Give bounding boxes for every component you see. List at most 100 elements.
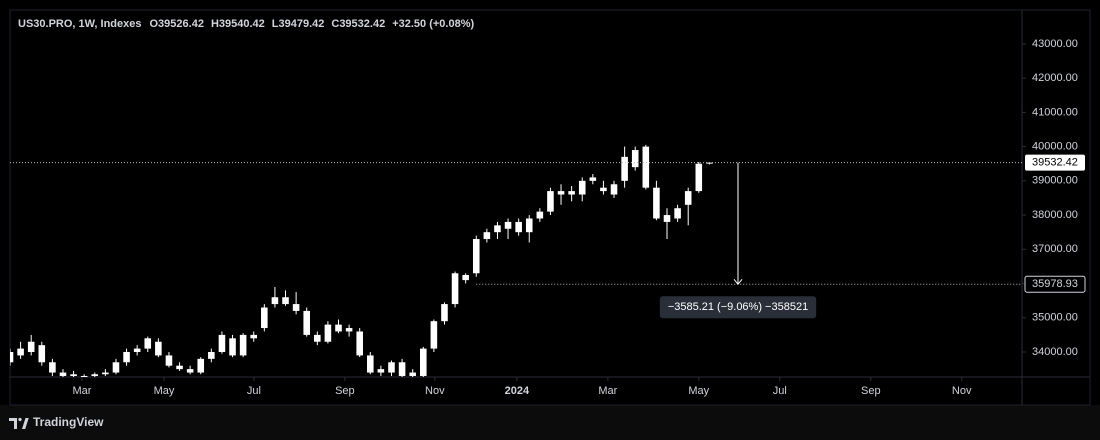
candle-body: [504, 221, 512, 229]
candle-body: [377, 369, 385, 373]
candle-body: [59, 372, 67, 376]
y-tick-label: 40000.00: [1032, 141, 1078, 153]
candle-body: [208, 352, 215, 359]
candle-body: [218, 334, 226, 353]
candle-body: [261, 307, 268, 329]
candle-body: [600, 187, 607, 192]
candle-body: [314, 334, 321, 342]
measure-arrowhead: [733, 278, 743, 286]
candle-body: [409, 372, 416, 376]
candle-body: [589, 177, 597, 181]
candle-body: [345, 328, 353, 332]
candle-body: [419, 348, 427, 376]
candle-body: [610, 184, 618, 195]
footer-bar: [0, 405, 1100, 440]
x-tick-label: Jul: [247, 385, 261, 397]
y-tick-label: 35000.00: [1032, 312, 1078, 324]
candle-body: [239, 334, 247, 356]
level-tag: [1024, 275, 1086, 293]
price-tag-label: 39532.42: [1032, 157, 1078, 169]
y-tick-label: 41000.00: [1032, 106, 1078, 118]
candle-body: [515, 221, 522, 233]
x-tick-label: Jul: [773, 385, 787, 397]
candle-body: [441, 304, 448, 322]
measure-label: −3585.21 (−9.06%) −358521: [668, 301, 808, 313]
measure-box: [659, 296, 817, 319]
candle-body: [123, 352, 130, 363]
candle-body: [10, 352, 14, 363]
y-tick-label: 43000.00: [1032, 38, 1078, 50]
candle-body: [133, 348, 141, 353]
chart-frame: [9, 9, 1091, 406]
header-value: C39532.42: [331, 18, 385, 30]
x-tick-label: Nov: [952, 385, 972, 397]
plot-area: [10, 144, 713, 377]
candle-body: [27, 341, 35, 353]
x-tick-label: May: [688, 385, 709, 397]
level-tag-label: 35978.93: [1032, 278, 1078, 290]
candle-body: [578, 180, 586, 195]
candle-body: [112, 362, 120, 373]
candle-body: [536, 211, 544, 219]
y-tick-label: 38000.00: [1032, 209, 1078, 221]
y-tick-label: 34000.00: [1032, 346, 1078, 358]
candle-body: [17, 348, 24, 356]
candle-body: [49, 362, 56, 373]
candle-body: [674, 208, 681, 219]
candle-body: [229, 338, 236, 356]
x-tick-label: Sep: [335, 385, 355, 397]
candle-body: [547, 191, 554, 212]
brand-logo: [9, 417, 29, 429]
header-value: +32.50 (+0.08%): [392, 18, 474, 30]
candle-body: [102, 372, 109, 375]
candle-body: [430, 321, 438, 349]
candle-body: [176, 365, 183, 370]
candle-body: [695, 163, 703, 192]
candle-body: [165, 355, 173, 366]
candle-body: [494, 225, 501, 233]
x-tick-label: Nov: [425, 385, 445, 397]
candle-body: [186, 369, 194, 373]
candle-body: [324, 324, 332, 342]
y-tick-label: 42000.00: [1032, 72, 1078, 84]
candle-body: [631, 150, 639, 168]
x-tick-label: Sep: [861, 385, 881, 397]
header-value: L39479.42: [272, 18, 325, 30]
candle-body: [38, 345, 46, 363]
y-tick-label: 39000.00: [1032, 175, 1078, 187]
x-tick-label: 2024: [505, 385, 530, 397]
header-value: O39526.42: [150, 18, 204, 30]
candle-body: [144, 338, 152, 349]
candle-body: [472, 239, 480, 274]
candle-body: [462, 274, 469, 281]
candle-body: [451, 273, 459, 305]
candle-body: [303, 310, 310, 335]
x-tick-label: Mar: [72, 385, 91, 397]
candle-body: [642, 146, 650, 188]
candle-body: [250, 334, 258, 339]
candle-body: [282, 297, 289, 305]
price-tag: [1025, 154, 1085, 171]
candle-body: [271, 297, 279, 305]
candle-body: [197, 358, 205, 373]
candle-body: [621, 156, 628, 181]
candle-body: [80, 375, 88, 377]
x-tick-label: May: [154, 385, 175, 397]
symbol: US30.PRO, 1W, Indexes: [18, 18, 142, 30]
candle-body: [684, 191, 692, 205]
candle-body: [356, 331, 363, 356]
candle-body: [388, 362, 395, 373]
candle-body: [663, 215, 671, 222]
brand-name: TradingView: [33, 415, 104, 429]
candle-body: [335, 324, 342, 332]
candle-body: [653, 187, 660, 219]
candle-body: [91, 374, 99, 376]
candle-body: [155, 341, 162, 356]
candle-body: [557, 191, 565, 195]
candle-body: [568, 191, 575, 195]
header-value: H39540.42: [211, 18, 265, 30]
candle-body: [398, 362, 406, 376]
candle-body: [525, 218, 533, 233]
